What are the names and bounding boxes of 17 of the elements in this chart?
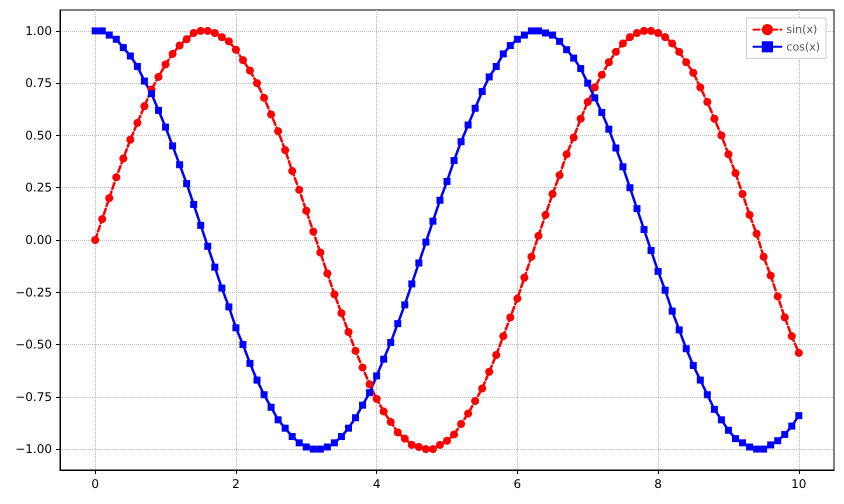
legend-label: sin(x) [786, 23, 818, 36]
y-tick-label: 1.00 [25, 24, 52, 38]
y-tick-label: −0.50 [15, 338, 52, 352]
y-tick-label: 0.00 [25, 233, 52, 247]
x-tick-label: 0 [91, 477, 99, 491]
x-tick-label: 2 [232, 477, 240, 491]
x-tick-label: 10 [791, 477, 806, 491]
y-tick-label: −0.25 [15, 285, 52, 300]
x-tick-label: 4 [372, 477, 380, 491]
x-tick-label: 6 [514, 477, 522, 491]
y-tick-label: 0.50 [25, 128, 52, 142]
y-tick-label: 0.75 [25, 76, 52, 90]
y-tick-label: −0.75 [15, 390, 52, 404]
legend-label: cos(x) [786, 40, 820, 54]
y-tick-label: −1.00 [15, 442, 52, 456]
y-tick-label: 0.25 [25, 180, 52, 195]
x-tick-label: 8 [654, 477, 662, 491]
